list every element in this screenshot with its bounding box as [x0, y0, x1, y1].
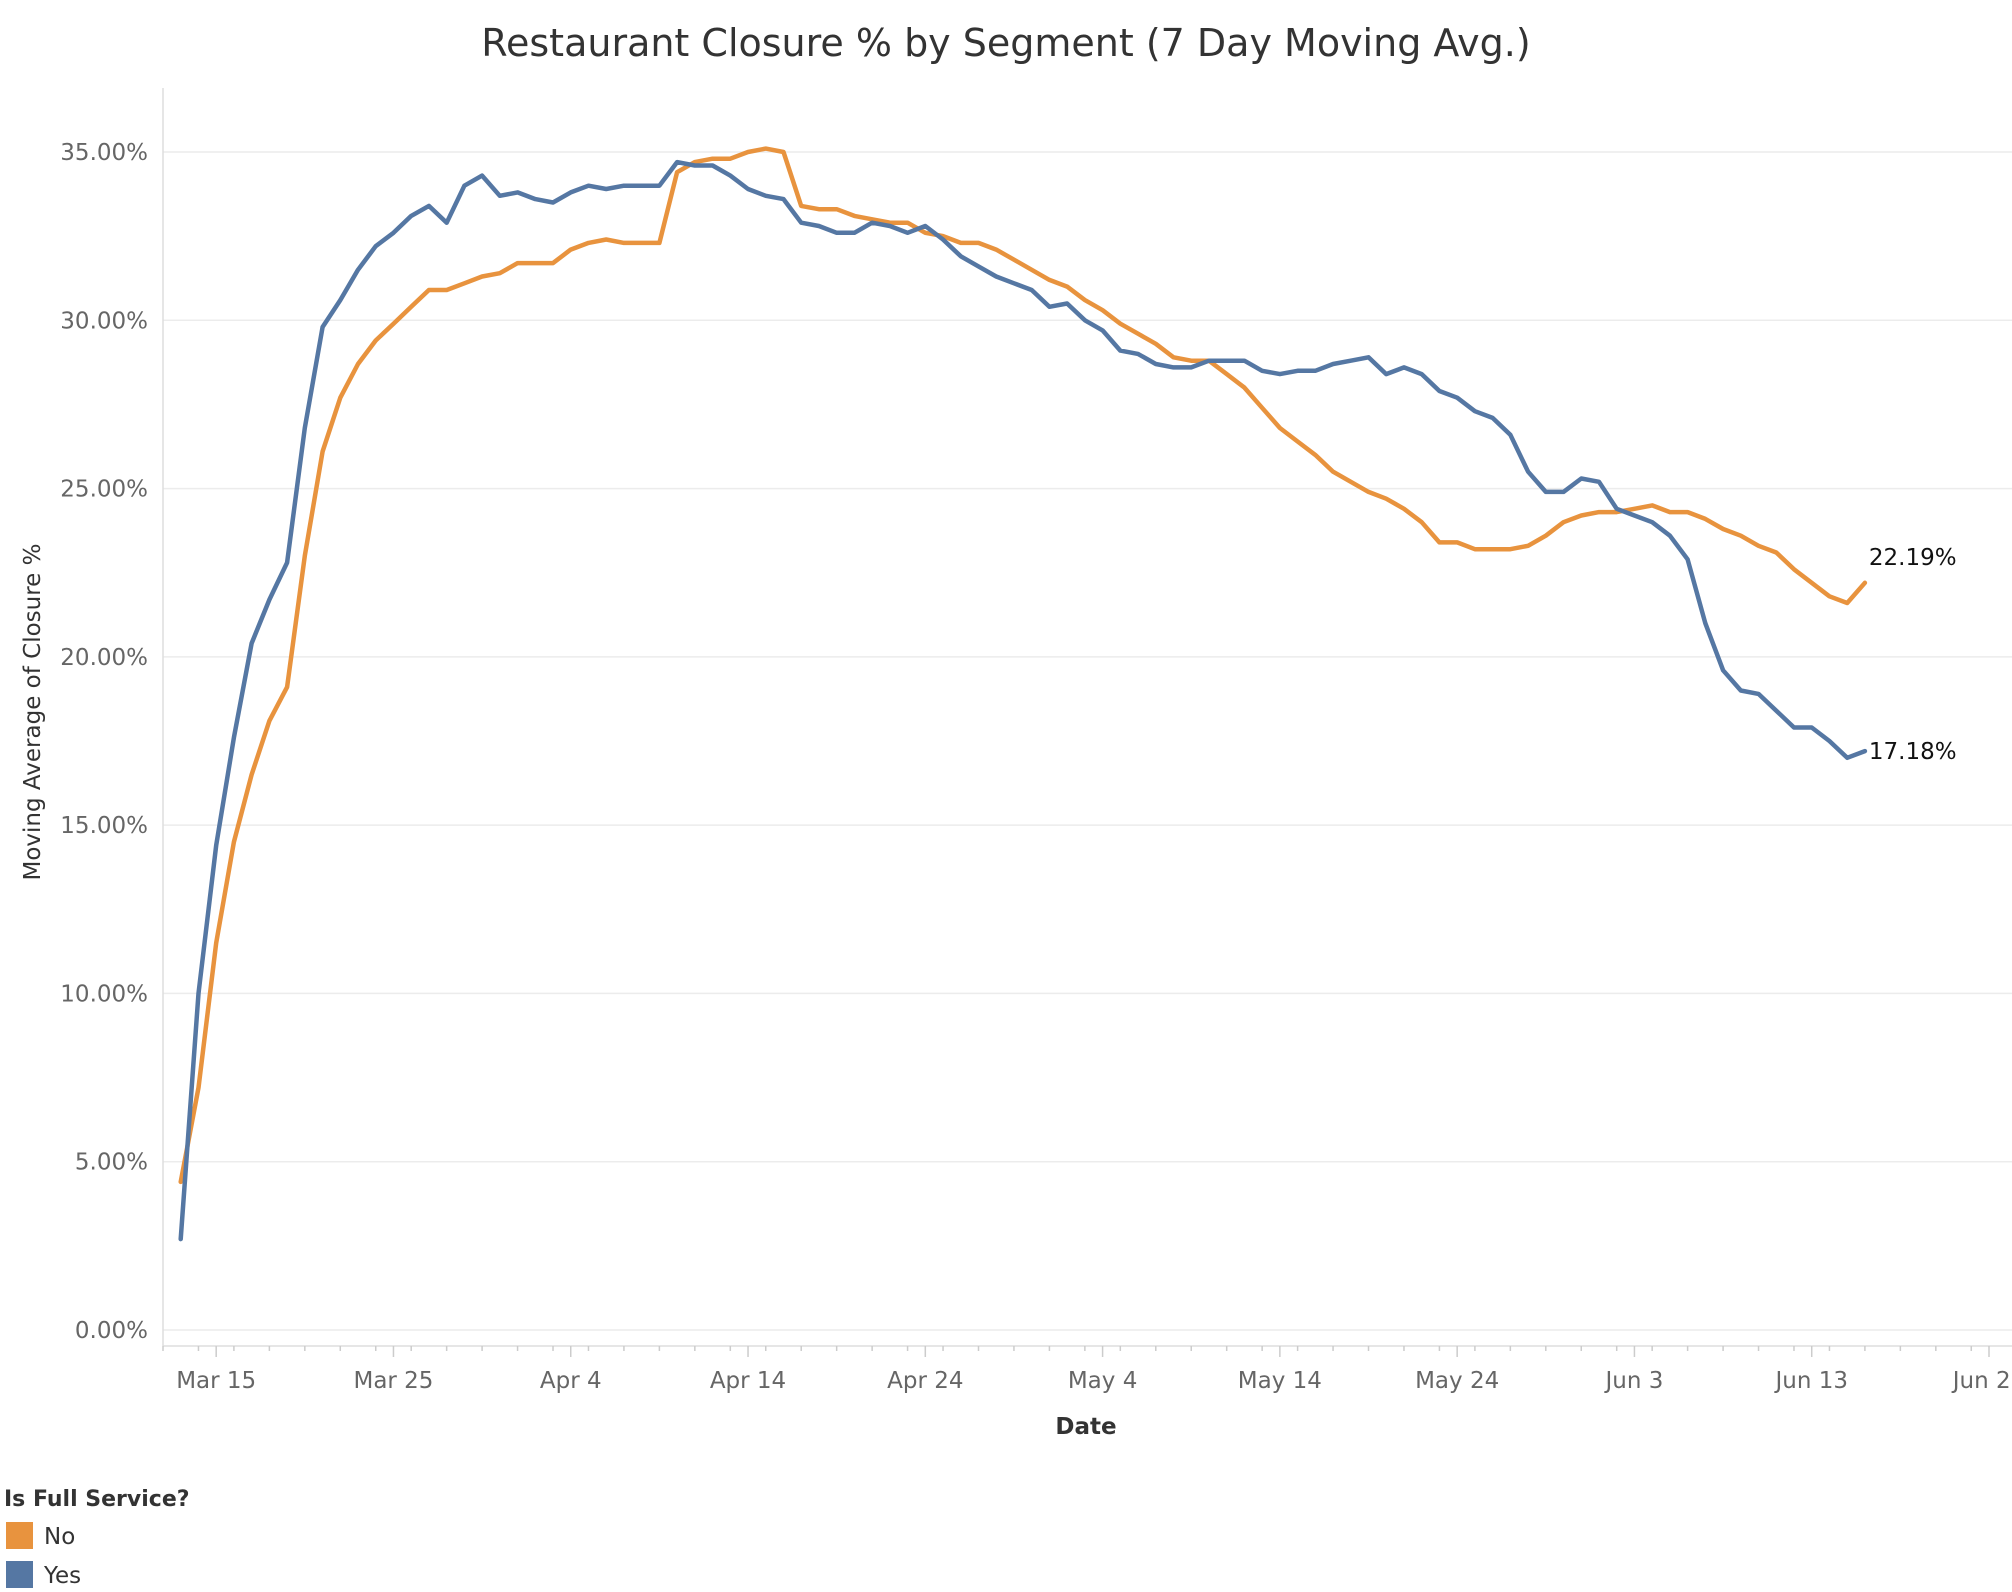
y-axis: 0.00% 5.00% 10.00% 15.00% 20.00% 25.00% 30.00%…	[60, 88, 164, 1346]
x-tick-label: May 14	[1238, 1368, 1322, 1394]
x-tick-label: May 4	[1068, 1368, 1138, 1394]
end-label-no: 22.19%	[1869, 545, 1957, 571]
y-tick-label: 15.00%	[60, 813, 148, 839]
y-tick-label: 20.00%	[60, 645, 148, 671]
y-tick-label: 10.00%	[60, 981, 148, 1007]
x-axis: Mar 15 Mar 25 Apr 4 Apr 14 Apr 24 May 4 May 14…	[162, 1345, 2012, 1394]
x-tick-label: Apr 14	[710, 1368, 786, 1394]
legend-swatch-yes	[6, 1561, 33, 1588]
y-tick-label: 0.00%	[75, 1318, 148, 1344]
x-tick-label: May 24	[1415, 1368, 1499, 1394]
legend-label-yes: Yes	[43, 1563, 81, 1589]
x-tick-label: Mar 15	[176, 1368, 256, 1394]
x-tick-label: Jun 3	[1603, 1368, 1663, 1394]
legend-label-no: No	[44, 1524, 75, 1550]
x-tick-label: Apr 24	[887, 1368, 963, 1394]
x-tick-label: Mar 25	[353, 1368, 433, 1394]
series-line-no	[178, 146, 1868, 1185]
x-tick-label: Apr 4	[540, 1368, 602, 1394]
x-tick-label: Jun 23	[1951, 1368, 2012, 1394]
y-axis-title: Moving Average of Closure %	[20, 544, 46, 881]
legend: Is Full Service? No Yes	[4, 1487, 190, 1589]
series-line-yes	[178, 159, 1868, 1242]
x-axis-title: Date	[1055, 1414, 1116, 1440]
legend-swatch-no	[6, 1522, 33, 1549]
legend-title: Is Full Service?	[4, 1487, 190, 1512]
y-tick-label: 30.00%	[60, 308, 148, 334]
gridlines	[163, 151, 2012, 1331]
end-label-yes: 17.18%	[1869, 739, 1957, 765]
series-lines	[178, 146, 1868, 1242]
y-tick-label: 35.00%	[60, 140, 148, 166]
legend-items: No Yes	[6, 1522, 81, 1589]
end-labels: 22.19% 17.18%	[1869, 545, 1957, 765]
x-tick-label: Jun 13	[1773, 1368, 1848, 1394]
y-tick-label: 25.00%	[60, 477, 148, 503]
chart-title: Restaurant Closure % by Segment (7 Day M…	[481, 21, 1530, 65]
y-tick-label: 5.00%	[75, 1150, 148, 1176]
